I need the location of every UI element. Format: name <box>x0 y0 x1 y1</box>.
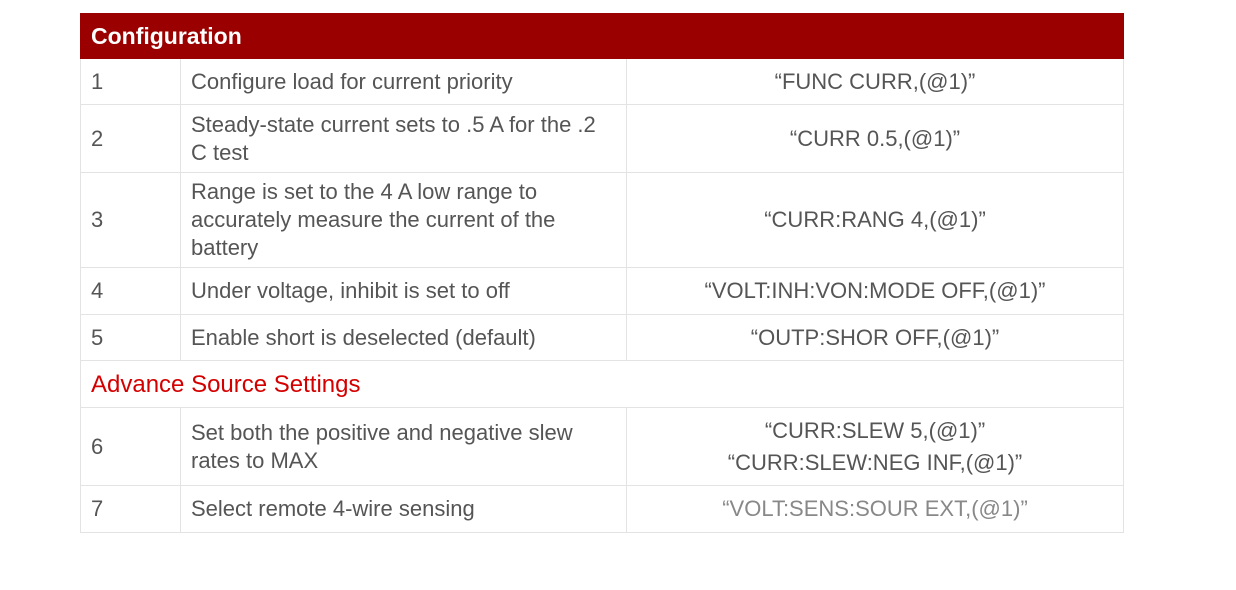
scpi-command: “OUTP:SHOR OFF,(@1)” <box>750 324 1000 350</box>
step-description: Steady-state current sets to .5 A for th… <box>181 105 627 172</box>
step-description: Set both the positive and negative slew … <box>181 408 627 485</box>
command-cell: “FUNC CURR,(@1)” <box>627 59 1123 104</box>
command-cell: “VOLT:INH:VON:MODE OFF,(@1)” <box>627 268 1123 314</box>
table-row: 4 Under voltage, inhibit is set to off “VO… <box>80 268 1124 315</box>
step-number: 2 <box>81 105 181 172</box>
scpi-command: “VOLT:SENS:SOUR EXT,(@1)” <box>722 496 1028 521</box>
scpi-command: “CURR:SLEW 5,(@1)” <box>764 417 986 443</box>
step-number: 7 <box>81 486 181 532</box>
configuration-table: Configuration 1 Configure load for curren… <box>80 13 1124 533</box>
step-description: Range is set to the 4 A low range to acc… <box>181 173 627 267</box>
step-number: 5 <box>81 315 181 360</box>
command-cell: “OUTP:SHOR OFF,(@1)” <box>627 315 1123 360</box>
command-cell: “CURR:SLEW 5,(@1)” “CURR:SLEW:NEG INF,(@1… <box>627 408 1123 485</box>
step-number: 1 <box>81 59 181 104</box>
step-description: Enable short is deselected (default) <box>181 315 627 360</box>
scpi-command: “CURR:SLEW:NEG INF,(@1)” <box>727 449 1023 475</box>
section-heading: Advance Source Settings <box>80 361 1124 408</box>
scpi-command: “FUNC CURR,(@1)” <box>774 68 976 94</box>
step-number: 6 <box>81 408 181 485</box>
table-header: Configuration <box>80 13 1124 59</box>
command-cell: “VOLT:SENS:SOUR EXT,(@1)” <box>627 486 1123 532</box>
step-description: Configure load for current priority <box>181 59 627 104</box>
table-row: 3 Range is set to the 4 A low range to ac… <box>80 173 1124 268</box>
step-number: 3 <box>81 173 181 267</box>
command-cell: “CURR:RANG 4,(@1)” <box>627 173 1123 267</box>
table-row: 7 Select remote 4-wire sensing “VOLT:SENS:… <box>80 486 1124 533</box>
scpi-command: “VOLT:INH:VON:MODE OFF,(@1)” <box>704 278 1046 303</box>
scpi-command: “CURR:RANG 4,(@1)” <box>764 207 986 232</box>
scpi-command: “CURR 0.5,(@1)” <box>789 125 961 151</box>
step-description: Select remote 4-wire sensing <box>181 486 627 532</box>
table-row: 5 Enable short is deselected (default) “OU… <box>80 315 1124 361</box>
table-row: 1 Configure load for current priority “FUN… <box>80 59 1124 105</box>
table-row: 6 Set both the positive and negative slew… <box>80 408 1124 486</box>
command-cell: “CURR 0.5,(@1)” <box>627 105 1123 172</box>
table-row: 2 Steady-state current sets to .5 A for t… <box>80 105 1124 173</box>
step-number: 4 <box>81 268 181 314</box>
step-description: Under voltage, inhibit is set to off <box>181 268 627 314</box>
